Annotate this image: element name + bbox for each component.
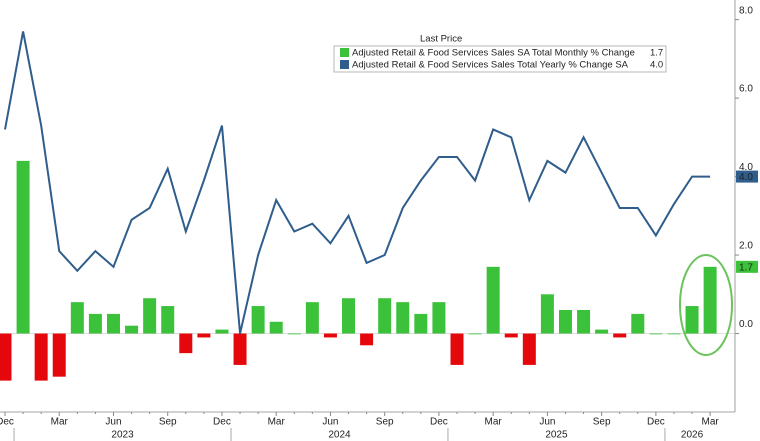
legend-value: 4.0 (650, 60, 663, 71)
bar (414, 313, 428, 334)
bar (595, 329, 609, 334)
bar (342, 298, 356, 334)
bar (88, 313, 102, 334)
legend-label: Adjusted Retail & Food Services Sales SA… (352, 48, 635, 59)
legend-box (333, 45, 667, 73)
axis-tag-label: 4.0 (739, 172, 753, 183)
bar (685, 306, 699, 334)
y-tick-label: 6.0 (739, 84, 753, 95)
x-tick-label: Jun (105, 417, 121, 428)
x-group-label: 2025 (545, 430, 568, 441)
axis-tag-label: 1.7 (739, 262, 753, 273)
bar (378, 298, 392, 334)
x-tick-label: Dec (213, 417, 231, 428)
bar (323, 333, 337, 338)
x-tick-label: Dec (430, 417, 448, 428)
x-group-label: 2024 (328, 430, 351, 441)
x-tick-label: Sep (376, 417, 394, 428)
y-tick-label: 4.0 (739, 162, 753, 173)
series: 1.74.0 (0, 31, 758, 381)
legend-title: Last Price (420, 34, 462, 45)
bar (52, 333, 66, 377)
bar (215, 329, 229, 334)
bar (631, 313, 645, 334)
bar (486, 266, 500, 334)
bar (649, 333, 663, 335)
legend-value: 1.7 (650, 48, 663, 59)
bar (667, 333, 681, 335)
x-group-label: 2026 (681, 430, 704, 441)
bar (703, 266, 717, 334)
highlight-ellipse (679, 254, 733, 356)
y-tick-label: 2.0 (739, 241, 753, 252)
bar (251, 306, 265, 334)
legend: Last Price Adjusted Retail & Food Servic… (333, 34, 667, 73)
bar (161, 306, 175, 334)
x-tick-label: Mar (268, 417, 286, 428)
legend-label: Adjusted Retail & Food Services Sales To… (352, 60, 629, 71)
bar (70, 302, 84, 334)
bar (613, 333, 627, 338)
bar (143, 298, 157, 334)
x-tick-label: Dec (0, 417, 14, 428)
bar (577, 309, 591, 334)
legend-swatch (340, 60, 349, 69)
bar (287, 333, 301, 335)
axis-tag (736, 260, 758, 273)
axis-tag (736, 170, 758, 183)
bar (540, 294, 554, 334)
x-tick-label: Mar (485, 417, 503, 428)
y-tick-label: 0.0 (739, 319, 753, 330)
x-tick-label: Dec (647, 417, 665, 428)
x-tick-label: Jun (322, 417, 338, 428)
x-tick-label: Jun (539, 417, 555, 428)
bar (522, 333, 536, 365)
bar (450, 333, 464, 365)
bar (396, 302, 410, 334)
line (4, 31, 711, 334)
bar (269, 321, 283, 334)
x-tick-label: Sep (159, 417, 177, 428)
bar (125, 325, 139, 334)
bar (558, 309, 572, 334)
bar (504, 333, 518, 338)
bar (432, 302, 446, 334)
bar (305, 302, 319, 334)
legend-swatch (340, 48, 349, 57)
bar (468, 333, 482, 335)
x-group-label: 2023 (111, 430, 134, 441)
bar (179, 333, 193, 354)
x-tick-label: Mar (702, 417, 720, 428)
y-tick-label: 8.0 (739, 5, 753, 16)
bar (197, 333, 211, 338)
bar (360, 333, 374, 346)
x-tick-label: Sep (593, 417, 611, 428)
bar (34, 333, 48, 381)
bar (16, 160, 30, 334)
bar (0, 333, 12, 381)
bar (233, 333, 247, 365)
x-tick-label: Mar (51, 417, 69, 428)
bar (106, 313, 120, 334)
